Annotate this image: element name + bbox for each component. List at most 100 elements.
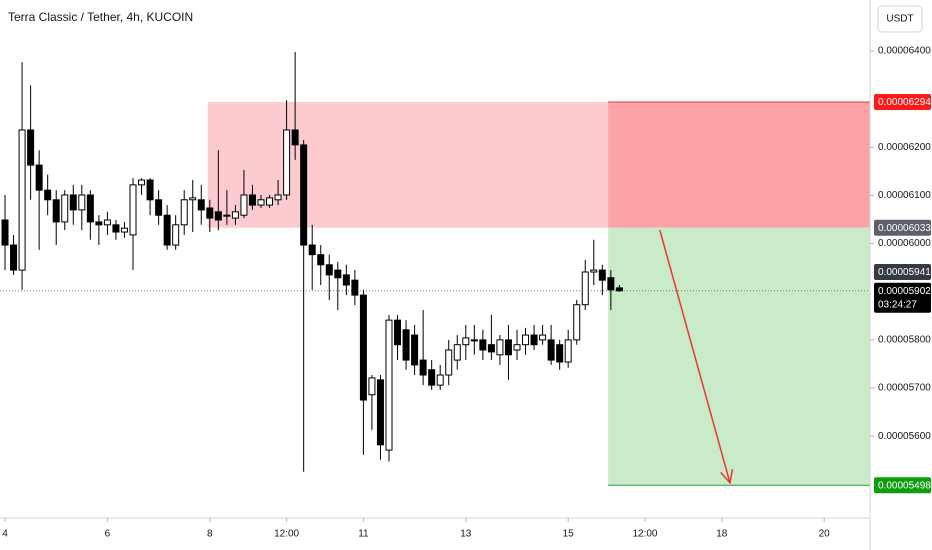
candle-body [487,344,495,353]
candle-body [615,287,623,292]
candle-body [547,339,555,361]
price-tag [874,219,931,236]
candle-body [103,219,111,226]
candle-body [573,304,581,341]
y-tick-label: 0.00005600 [878,431,931,442]
candle-body [44,189,52,201]
candle-body [530,334,538,346]
candle-body [385,319,393,451]
candle-body [155,199,163,216]
candle-body [462,337,470,346]
candle-body [120,227,128,233]
candle-body [300,144,308,246]
currency-label[interactable]: USDT [886,14,913,25]
candle-body [394,319,402,346]
candle-body [172,224,180,246]
candle-body [351,279,359,296]
y-tick-label: 0.00006200 [878,142,931,153]
candle-body [27,129,35,166]
x-tick-label: 6 [105,529,111,540]
candle-body [231,211,239,219]
y-tick-label: 0.00005700 [878,383,931,394]
candle-body [607,277,615,291]
x-tick-label: 8 [207,529,213,540]
candle-body [470,339,478,342]
candle-body [445,349,453,376]
candle-body [214,211,222,221]
candle-body [376,379,384,446]
candle-body [274,194,282,201]
x-tick-label: 12:00 [274,529,299,540]
candle-body [61,194,69,223]
candle-body [240,194,248,216]
candle-body [496,339,504,356]
arrow-head [720,468,734,485]
x-tick-label: 13 [460,529,472,540]
x-tick-label: 20 [819,529,831,540]
candle-body [95,221,103,226]
candle-body [598,269,606,281]
y-tick-label: 0.00006000 [878,238,931,249]
candle-body [504,339,512,356]
x-tick-label: 12:00 [632,529,657,540]
x-tick-label: 11 [358,529,369,540]
candle-body [325,264,333,276]
price-tag [874,263,931,280]
candle-body [334,269,342,279]
candle-body [556,344,564,363]
x-tick-label: 15 [563,529,575,540]
x-tick-label: 4 [2,529,8,540]
candle-body [206,207,214,219]
candle-body [428,369,436,386]
countdown-label: 03:24:27 [878,299,917,310]
candle-body [402,329,410,361]
candle-body [479,339,487,351]
candle-body [564,339,572,363]
chart-title: Terra Classic / Tether, 4h, KUCOIN [8,10,193,24]
candle-body [266,197,274,206]
current-price-label: 0.00005902 [878,286,931,297]
candle-body [86,194,94,223]
candle-body [163,214,171,246]
candle-body [522,334,530,346]
price-tag [874,94,931,111]
candle-body [436,374,444,386]
candle-body [129,184,137,236]
candle-body [342,274,350,286]
y-tick-label: 0.00006100 [878,190,931,201]
candle-body [308,244,316,256]
zones [0,101,870,486]
currency-button[interactable] [877,5,923,33]
candle-body [1,219,9,246]
candle-body [581,271,589,306]
candle-body [52,199,60,223]
candle-body [283,129,291,196]
axis: 0.00006400 0.00006200 0.00006100 0.00006000… [2,46,931,540]
candle-body [18,129,26,271]
candle-body [590,269,598,273]
candle-body [112,224,120,233]
candle-body [69,194,77,211]
price-tag [874,477,931,494]
candle-body [359,294,367,401]
candle-body [138,179,146,186]
candle-body [197,199,205,211]
candle-body [291,129,299,146]
candle-body [189,197,197,201]
candle-body [146,179,154,201]
arrow-line [659,229,731,484]
x-tick-label: 18 [716,529,728,540]
current-price-tag [874,282,931,313]
price-tag-label: 0.00005941 [878,267,931,278]
price-tag-label: 0.00006033 [878,223,931,234]
candle-body [453,344,461,361]
candle-body [419,359,427,376]
candle-body [180,199,188,226]
candle-body [539,334,547,341]
y-tick-label: 0.00005800 [878,335,931,346]
price-tag-label: 0.00005498 [878,480,931,491]
candle-body [35,164,43,191]
price-tag-label: 0.00006294 [878,97,931,108]
candle-body [78,194,86,211]
